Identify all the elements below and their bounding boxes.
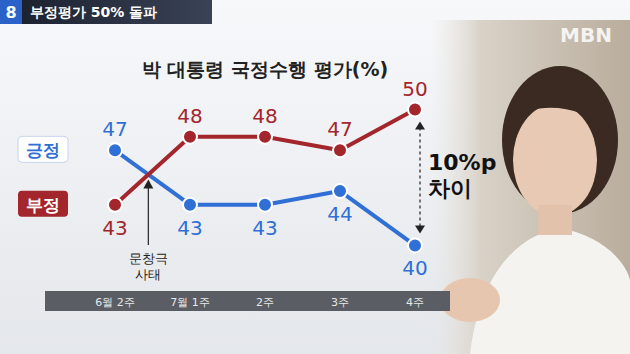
data-label: 44 <box>327 202 352 226</box>
series-point <box>258 198 272 212</box>
data-label: 40 <box>402 256 427 280</box>
data-label: 47 <box>327 117 352 141</box>
x-tick-label: 2주 <box>256 296 274 309</box>
x-tick-label: 3주 <box>331 296 349 309</box>
series-point <box>408 238 422 252</box>
annotation-line: 10%p <box>428 150 496 175</box>
chart-root: 8 부정평가 50% 돌파 MBN 박 대통령 국정수행 평가(%) 6월 2주 7월 1… <box>0 0 630 354</box>
series-point <box>333 143 347 157</box>
series-point <box>108 198 122 212</box>
category-band <box>45 291 450 311</box>
legend-item: 긍정 <box>18 136 68 162</box>
logo: MBN <box>560 23 612 47</box>
series-point <box>333 184 347 198</box>
annotation-line: 문창극 <box>129 251 168 266</box>
annotation-line: 사태 <box>135 267 161 282</box>
background <box>0 0 630 354</box>
annotation-arrow <box>148 182 149 245</box>
series-point <box>183 198 197 212</box>
data-label: 43 <box>252 216 277 240</box>
annotation: 문창극사태 <box>129 251 168 282</box>
plot-marks <box>108 103 422 253</box>
legend-label: 부정 <box>26 195 60 215</box>
legend-box <box>18 136 68 162</box>
channel-badge <box>0 0 22 24</box>
photo-face <box>513 104 597 216</box>
data-label: 48 <box>177 104 202 128</box>
legend-item: 부정 <box>18 191 68 217</box>
series-point <box>183 130 197 144</box>
annotation-arrowhead <box>143 179 153 188</box>
x-tick-label: 7월 1주 <box>170 296 210 309</box>
channel-number: 8 <box>5 3 16 22</box>
chart-title: 박 대통령 국정수행 평가(%) <box>142 58 388 80</box>
annotation-line: 차이 <box>428 176 472 201</box>
legend-label: 긍정 <box>26 140 60 160</box>
headline: 부정평가 50% 돌파 <box>30 4 157 20</box>
gap-arrowhead <box>415 122 425 130</box>
x-tick-label: 4주 <box>406 296 424 309</box>
series-point <box>408 103 422 117</box>
data-label: 48 <box>252 104 277 128</box>
gap-arrowhead <box>415 225 425 233</box>
series-point <box>108 143 122 157</box>
data-label: 43 <box>177 216 202 240</box>
annotation: 10%p차이 <box>428 150 496 201</box>
gap-arrow <box>419 128 420 228</box>
series-point <box>258 130 272 144</box>
x-tick-label: 6월 2주 <box>95 296 135 309</box>
data-label: 43 <box>102 216 127 240</box>
data-label: 47 <box>102 117 127 141</box>
data-label: 50 <box>402 77 427 101</box>
headline-bar <box>22 0 212 24</box>
photo-fringe <box>505 91 610 130</box>
photo-neck <box>538 205 572 235</box>
legend-box <box>18 191 68 217</box>
